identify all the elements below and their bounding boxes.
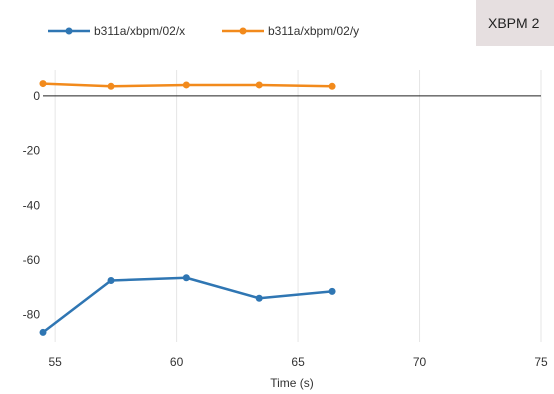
series-2 xyxy=(39,80,336,90)
x-tick-label: 75 xyxy=(534,355,548,369)
y-tick-label: 0 xyxy=(33,89,40,103)
series-line xyxy=(42,276,333,334)
xbpm-badge-label: XBPM 2 xyxy=(488,15,540,31)
y-tick-label: -60 xyxy=(23,253,41,267)
legend-item-2[interactable]: b311a/xbpm/02/y xyxy=(222,24,359,38)
x-tick-label: 65 xyxy=(291,355,305,369)
data-point xyxy=(255,294,263,302)
y-tick-label: -20 xyxy=(23,144,41,158)
series xyxy=(39,80,336,336)
x-tick-label: 70 xyxy=(413,355,427,369)
data-point xyxy=(255,81,263,89)
legend[interactable]: b311a/xbpm/02/x b311a/xbpm/02/y xyxy=(48,24,359,38)
data-point xyxy=(107,276,115,284)
y-tick-label: -40 xyxy=(23,198,41,212)
legend-label: b311a/xbpm/02/x xyxy=(94,24,185,38)
data-point xyxy=(182,274,190,282)
x-tick-label: 60 xyxy=(170,355,184,369)
legend-swatch-marker xyxy=(65,27,73,35)
legend-swatch-marker xyxy=(239,27,247,35)
data-point xyxy=(328,287,336,295)
axes: 55 60 65 70 75 0 -20 -40 -60 -80 xyxy=(23,89,548,369)
data-point xyxy=(182,81,190,89)
data-point xyxy=(39,80,47,88)
data-point xyxy=(107,82,115,90)
series-1 xyxy=(39,274,336,336)
x-tick-label: 55 xyxy=(48,355,62,369)
xbpm-badge: XBPM 2 xyxy=(476,0,554,46)
x-axis-title: Time (s) xyxy=(270,376,314,390)
grid xyxy=(54,70,542,342)
data-point xyxy=(39,328,47,336)
legend-label: b311a/xbpm/02/y xyxy=(268,24,359,38)
data-point xyxy=(328,82,336,90)
legend-item-1[interactable]: b311a/xbpm/02/x xyxy=(48,24,185,38)
y-tick-label: -80 xyxy=(23,308,41,322)
